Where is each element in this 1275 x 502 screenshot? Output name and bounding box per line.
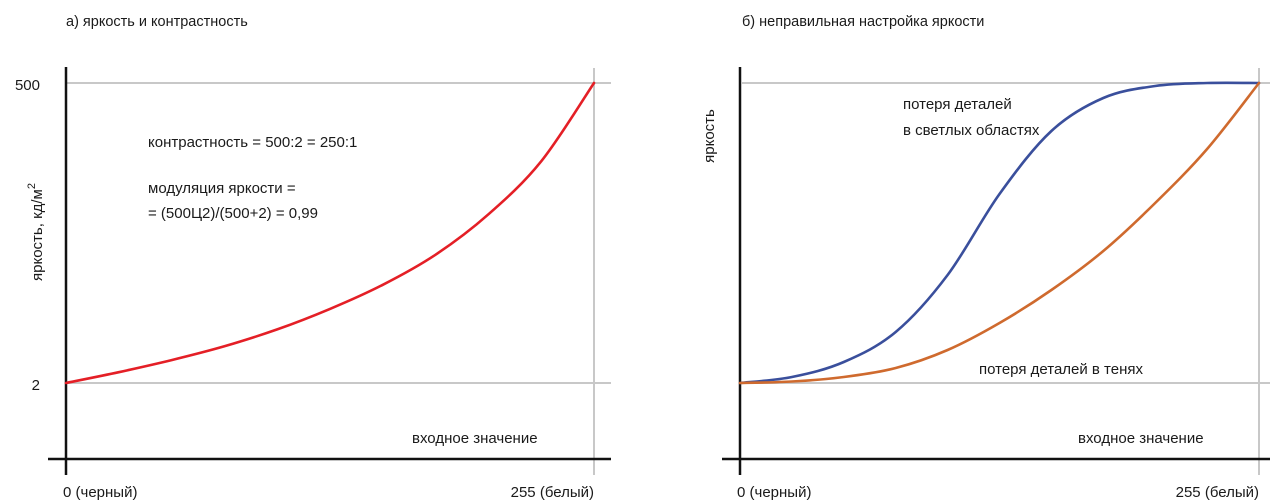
chart-a-annotation-modulation: модуляция яркости = — [148, 180, 296, 197]
chart-b-title: б) неправильная настройка яркости — [742, 14, 984, 30]
chart-a-series-group — [64, 81, 596, 385]
chart-a-ylabel: яркость, кд/м2 — [26, 183, 46, 281]
chart-a-xtick-255: 255 (белый) — [511, 484, 594, 501]
chart-b-xtick-255: 255 (белый) — [1176, 484, 1259, 501]
chart-a: а) яркость и контрастность 500 2 яркость… — [15, 14, 611, 501]
chart-a-annotation-formula: = (500Ц2)/(500+2) = 0,99 — [148, 205, 318, 222]
chart-b-series-group — [738, 81, 1261, 385]
chart-a-series-line-1 — [64, 81, 596, 385]
chart-a-xlabel: входное значение — [412, 430, 538, 447]
chart-b-series-line-1 — [738, 81, 1261, 385]
chart-b: б) неправильная настройка яркости яркост… — [701, 14, 1270, 501]
chart-a-annotation-contrast: контрастность = 500:2 = 250:1 — [148, 134, 357, 151]
chart-b-xtick-0: 0 (черный) — [737, 484, 811, 501]
chart-b-annotation-highlights-2: в светлых областях — [903, 122, 1040, 139]
chart-b-annotation-shadows: потеря деталей в тенях — [979, 361, 1144, 378]
chart-b-series-line-2 — [738, 81, 1261, 385]
chart-b-annotation-highlights-1: потеря деталей — [903, 96, 1012, 113]
chart-a-xtick-0: 0 (черный) — [63, 484, 137, 501]
chart-b-xlabel: входное значение — [1078, 430, 1204, 447]
chart-a-title: а) яркость и контрастность — [66, 14, 248, 30]
chart-a-ytick-500: 500 — [15, 77, 40, 94]
chart-b-ylabel: яркость — [701, 109, 718, 163]
chart-a-ytick-2: 2 — [32, 377, 40, 394]
